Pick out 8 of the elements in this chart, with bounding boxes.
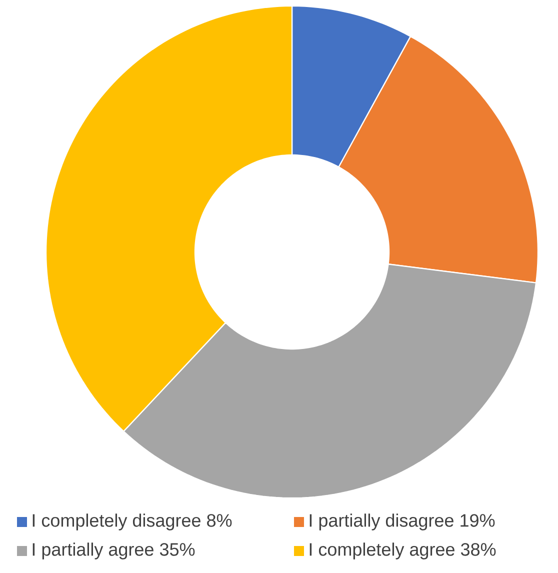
data-label: 35%: [160, 543, 195, 556]
legend-label: I completely disagree: [32, 514, 200, 530]
legend-label: I partially disagree: [310, 514, 454, 530]
data-label: 8%: [207, 514, 232, 527]
legend-label: I partially agree: [32, 542, 154, 560]
data-label: 19%: [460, 514, 495, 527]
data-label: 38%: [460, 543, 496, 556]
legend-label: I completely agree: [310, 542, 454, 560]
